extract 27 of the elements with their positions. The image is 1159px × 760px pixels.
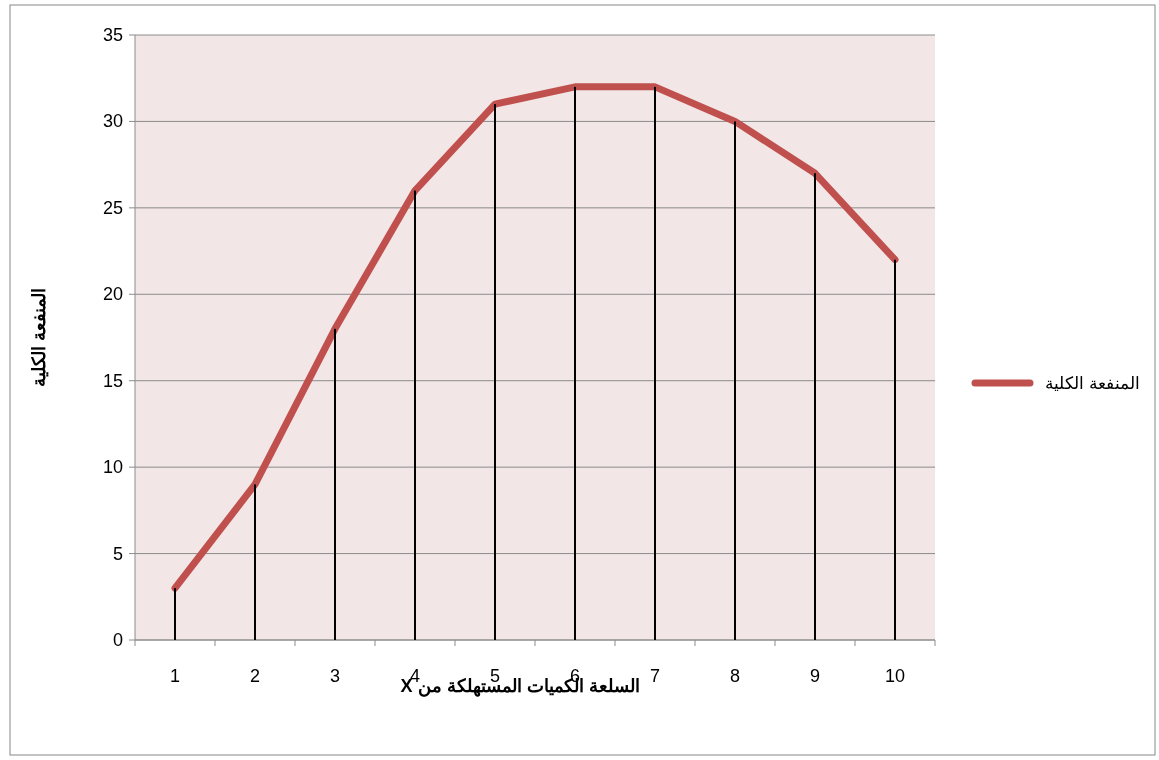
y-tick-label: 10 <box>102 457 123 478</box>
x-tick-label: 2 <box>249 666 261 686</box>
bar <box>894 259 896 640</box>
y-tick-label: 25 <box>102 197 123 218</box>
x-tick-label: 1 <box>169 666 181 686</box>
bar <box>654 86 656 640</box>
bar <box>494 104 496 640</box>
bar <box>254 484 256 640</box>
bar <box>334 328 336 640</box>
x-tick-label: 9 <box>809 666 821 686</box>
y-axis-title: المنفعة الكلية <box>29 287 49 388</box>
legend-label: المنفعة الكلية <box>1045 374 1140 393</box>
y-tick-label: 0 <box>112 630 123 650</box>
x-tick-label: 7 <box>649 666 661 686</box>
x-tick-label: 3 <box>329 666 341 686</box>
y-tick-label: 5 <box>112 543 123 564</box>
y-tick-label: 35 <box>102 25 123 45</box>
y-tick-label: 30 <box>102 111 123 132</box>
y-tick-label: 20 <box>102 284 123 305</box>
y-tick-label: 15 <box>102 370 123 391</box>
x-tick-label: 8 <box>729 666 741 686</box>
bar <box>814 173 816 640</box>
x-tick-label: 10 <box>884 666 906 686</box>
bar <box>414 190 416 640</box>
bar <box>174 588 176 640</box>
bar <box>574 86 576 640</box>
bar <box>734 121 736 640</box>
